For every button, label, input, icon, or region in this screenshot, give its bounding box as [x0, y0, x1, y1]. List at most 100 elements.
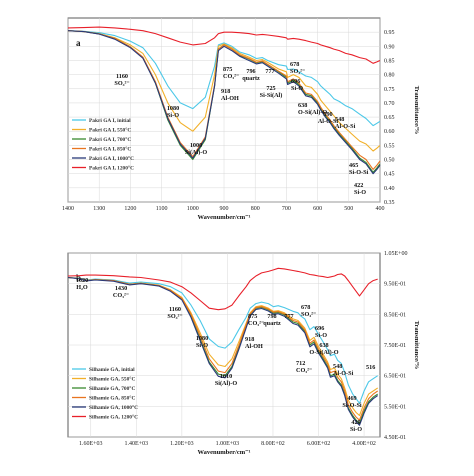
y-tick-label: 8.50E-01	[384, 312, 406, 318]
legend-entry: Pakri GA I, 850°C	[89, 146, 131, 153]
y-tick-label: 0.35	[384, 200, 395, 206]
y-tick-label: 5.50E-01	[384, 404, 406, 410]
x-tick-label: 400	[376, 206, 385, 212]
peak-annotation: 678	[301, 304, 310, 311]
peak-assignment: Si-O-Si	[342, 402, 362, 409]
peak-assignment: SO₄²⁻	[301, 311, 316, 318]
peak-assignment: SO₄²⁻	[167, 313, 182, 320]
peak-annotation: 1620	[76, 277, 88, 284]
peak-annotation: 725	[266, 85, 275, 92]
peak-annotation: 1160	[116, 73, 128, 80]
x-tick-label: 900	[220, 206, 229, 212]
peak-assignment: SO₄²⁻	[290, 68, 305, 75]
peak-assignment: Si(Al)-O	[185, 149, 208, 156]
y-tick-label: 0.60	[384, 129, 395, 135]
peak-annotation: 469	[347, 395, 356, 402]
peak-assignment: CO₃²⁻	[223, 73, 239, 80]
peak-assignment: O-Si(Al)-O	[298, 109, 327, 116]
series-line	[67, 30, 381, 175]
legend-entry: Silhamie GA, initial	[89, 367, 135, 373]
peak-assignment: Si-O-Si	[349, 169, 369, 176]
x-tick-label: 6.00E+02	[307, 441, 331, 447]
peak-annotation: 548	[335, 116, 344, 123]
peak-annotation: 465	[349, 162, 358, 169]
y-tick-label: 0.65	[384, 115, 395, 121]
peak-annotation: 1430	[115, 285, 127, 292]
x-tick-label: 500	[344, 206, 353, 212]
series-line	[67, 26, 381, 64]
peak-assignment: SO₄²⁻	[114, 80, 129, 87]
x-tick-label: 600	[313, 206, 322, 212]
y-tick-label: 7.50E-01	[384, 343, 406, 349]
series-line	[67, 30, 381, 152]
peak-assignment: Al-OH	[221, 95, 239, 102]
x-tick-label: 1.60E+03	[79, 441, 103, 447]
peak-assignment: Al-O-Si	[335, 123, 356, 130]
legend-entry: Pakri GA I, 550°C	[89, 127, 131, 134]
legend-entry: Silhamie GA, 850°C	[89, 395, 135, 402]
peak-annotation: 1080	[196, 335, 208, 342]
x-axis-label: Wavenumber/cm⁻¹	[197, 449, 250, 456]
legend-entry: Pakri GA I, 1200°C	[89, 165, 134, 172]
legend-entry: Pakri GA I, initial	[89, 118, 131, 124]
peak-assignment: Si-Si(Al)	[260, 92, 283, 99]
y-tick-label: 6.50E-01	[384, 374, 406, 380]
y-tick-label: 0.45	[384, 172, 395, 178]
y-tick-label: 0.85	[384, 58, 395, 64]
legend-entry: Silhamie GA, 550°C	[89, 376, 135, 383]
x-tick-label: 1000	[187, 206, 199, 212]
peak-annotation: 590	[323, 111, 332, 118]
peak-assignment: Si-O	[350, 426, 362, 433]
peak-assignment: Si-O	[196, 342, 208, 349]
x-tick-label: 4.00E+02	[352, 441, 376, 447]
x-tick-label: 1200	[124, 206, 136, 212]
legend-entry: Pakri GA I, 1000°C	[89, 155, 134, 162]
y-tick-label: 0.80	[384, 73, 395, 79]
peak-annotation: 798	[267, 313, 276, 320]
peak-assignment: quartz	[263, 320, 281, 327]
x-tick-label: 1300	[93, 206, 105, 212]
y-axis-label: Transmittance/%	[413, 86, 420, 135]
peak-assignment: Si-O	[291, 85, 303, 92]
peak-annotation: 696	[291, 78, 300, 85]
peak-annotation: 875	[223, 66, 232, 73]
y-axis-label: Transmittance/%	[413, 321, 420, 370]
peak-assignment: Al-O-Si	[318, 118, 339, 125]
peak-annotation: 420	[351, 419, 360, 426]
series-line	[67, 276, 379, 426]
peak-assignment: quartz	[242, 75, 260, 82]
x-tick-label: 1.40E+03	[125, 441, 149, 447]
y-tick-label: 4.50E-01	[384, 435, 406, 441]
peak-annotation: 1160	[169, 306, 181, 313]
y-tick-label: 9.50E-01	[384, 282, 406, 288]
legend-entry: Silhamie GA, 1200°C	[89, 414, 138, 421]
peak-assignment: Al-OH	[245, 343, 263, 350]
x-axis-label: Wavenumber/cm⁻¹	[197, 214, 250, 221]
peak-assignment: Si-O	[315, 332, 327, 339]
peak-assignment: H₂O	[76, 284, 88, 291]
peak-assignment: Al-O-Si	[333, 370, 354, 377]
peak-assignment: Si-O	[167, 112, 179, 119]
peak-assignment: CO₃²⁻	[113, 292, 129, 299]
panel-label: a	[76, 38, 81, 48]
peak-annotation: 422	[354, 182, 363, 189]
y-tick-label: 0.90	[384, 44, 395, 50]
x-tick-label: 700	[282, 206, 291, 212]
peak-annotation: 516	[366, 364, 375, 371]
peak-annotation: 1010	[220, 373, 232, 380]
peak-annotation: 1000	[190, 142, 202, 149]
x-tick-label: 8.00E+02	[261, 441, 285, 447]
peak-assignment: O-Si(Al)-O	[309, 349, 338, 356]
series-line	[67, 267, 378, 311]
peak-annotation: 638	[319, 342, 328, 349]
peak-assignment: Si(Al)-O	[215, 380, 238, 387]
peak-annotation: 796	[246, 68, 255, 75]
legend-entry: Silhamie GA, 700°C	[89, 385, 135, 392]
x-tick-label: 1.20E+03	[170, 441, 194, 447]
x-tick-label: 1100	[156, 206, 168, 212]
legend-entry: Pakri GA I, 700°C	[89, 136, 131, 143]
peak-assignment: Si-O	[354, 189, 366, 196]
x-tick-label: 1400	[62, 206, 74, 212]
series-line	[67, 276, 379, 404]
